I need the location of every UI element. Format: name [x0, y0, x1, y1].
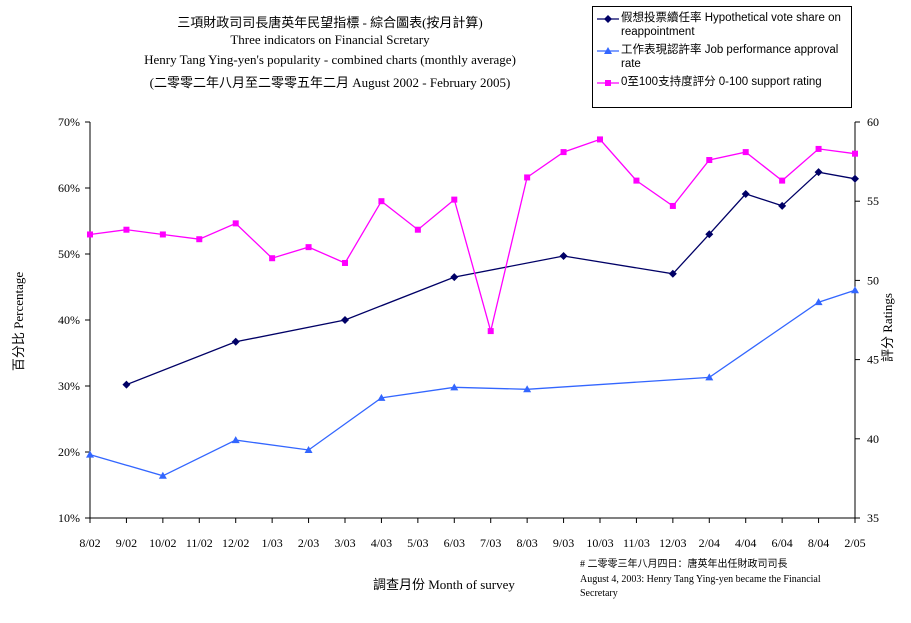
- point-triangle: [377, 393, 386, 401]
- point-square: [305, 244, 312, 251]
- point-diamond: [705, 230, 714, 239]
- chart-subtitle-3: (二零零二年八月至二零零五年二月 August 2002 - February …: [149, 75, 511, 90]
- point-triangle: [304, 446, 313, 454]
- y-axis-title-right: 評分 Ratings: [879, 293, 895, 362]
- annotation-line-2: August 4, 2003: Henry Tang Ying-yen beca…: [580, 574, 821, 585]
- point-square: [852, 150, 858, 157]
- legend-square-icon: [597, 80, 619, 86]
- x-tick-label: 9/02: [116, 536, 137, 550]
- point-diamond: [341, 316, 349, 324]
- y-right-tick-label: 40: [867, 432, 879, 446]
- point-diamond: [231, 337, 240, 346]
- x-tick-label: 2/04: [699, 536, 720, 550]
- point-square: [123, 226, 130, 233]
- y-right-tick-label: 45: [867, 353, 879, 367]
- x-axis-title: 調查月份 Month of survey: [373, 577, 515, 592]
- y-left-tick-label: 20%: [58, 445, 80, 459]
- legend-label-vote: 假想投票續任率 Hypothetical vote share on reapp…: [621, 12, 841, 38]
- x-tick-label: 1/03: [261, 536, 282, 550]
- y-left-tick-label: 30%: [58, 379, 80, 393]
- point-diamond: [450, 273, 459, 282]
- legend-triangle-icon: [597, 47, 619, 54]
- series-line-square: [89, 138, 856, 332]
- chart-subtitle-2: Henry Tang Ying-yen's popularity - combi…: [144, 52, 516, 67]
- point-diamond: [741, 189, 750, 198]
- y-left-tick-label: 70%: [58, 115, 80, 129]
- x-tick-label: 11/03: [623, 536, 650, 550]
- y-left-tick-label: 60%: [58, 181, 80, 195]
- y-right-tick-label: 35: [867, 511, 879, 525]
- point-square: [196, 236, 203, 243]
- point-square: [524, 174, 531, 181]
- x-tick-label: 3/03: [334, 536, 355, 550]
- point-square: [815, 145, 822, 152]
- point-square: [633, 177, 640, 184]
- point-square: [159, 231, 166, 238]
- point-triangle: [231, 436, 240, 444]
- point-diamond: [778, 201, 787, 210]
- point-triangle: [705, 373, 714, 381]
- y-left-tick-label: 40%: [58, 313, 80, 327]
- x-tick-label: 10/03: [586, 536, 613, 550]
- point-square: [232, 220, 239, 227]
- point-triangle: [523, 385, 532, 393]
- annotation-line-1: # 二零零三年八月四日：唐英年出任財政司司長: [580, 559, 788, 570]
- point-square: [451, 196, 458, 203]
- annotation-line-3: Secretary: [580, 588, 618, 599]
- point-diamond: [668, 269, 677, 278]
- x-tick-label: 8/04: [808, 536, 829, 550]
- x-tick-label: 2/05: [844, 536, 865, 550]
- x-tick-label: 6/03: [444, 536, 465, 550]
- point-triangle: [86, 450, 94, 458]
- x-tick-label: 12/03: [659, 536, 686, 550]
- point-triangle: [450, 383, 459, 391]
- y-right-tick-label: 50: [867, 273, 879, 287]
- x-tick-label: 4/03: [371, 536, 392, 550]
- x-tick-label: 9/03: [553, 536, 574, 550]
- series-line-triangle: [89, 289, 856, 477]
- point-triangle: [158, 471, 167, 479]
- x-tick-label: 7/03: [480, 536, 501, 550]
- legend-diamond-icon: [597, 15, 619, 23]
- chart-subtitle-1: Three indicators on Financial Scretary: [230, 32, 430, 47]
- y-left-tick-label: 10%: [58, 511, 80, 525]
- point-square: [414, 226, 421, 233]
- point-diamond: [851, 174, 859, 183]
- point-square: [269, 255, 276, 262]
- x-tick-label: 8/03: [516, 536, 537, 550]
- point-square: [669, 202, 676, 209]
- x-tick-label: 12/02: [222, 536, 249, 550]
- point-square: [87, 231, 93, 238]
- legend-label-approval: 工作表現認許率 Job performance approval rate: [621, 44, 839, 70]
- chart-legend: 假想投票續任率 Hypothetical vote share on reapp…: [592, 6, 852, 108]
- y-axis-title-left: 百分比 Percentage: [11, 271, 27, 372]
- point-square: [597, 136, 603, 143]
- x-tick-label: 8/02: [79, 536, 100, 550]
- legend-label-rating: 0至100支持度評分 0-100 support rating: [621, 76, 822, 88]
- x-tick-label: 5/03: [407, 536, 428, 550]
- point-triangle: [851, 286, 859, 294]
- point-triangle: [814, 298, 823, 306]
- x-tick-label: 6/04: [771, 536, 792, 550]
- point-square: [342, 259, 348, 266]
- point-square: [487, 328, 494, 335]
- y-right-tick-label: 55: [867, 194, 879, 208]
- y-right-tick-label: 60: [867, 115, 879, 129]
- point-square: [706, 157, 713, 164]
- point-diamond: [814, 168, 823, 177]
- y-left-tick-label: 50%: [58, 247, 80, 261]
- x-tick-label: 11/02: [186, 536, 213, 550]
- point-square: [378, 198, 385, 205]
- x-tick-label: 2/03: [298, 536, 319, 550]
- point-square: [742, 149, 749, 156]
- point-square: [779, 177, 786, 184]
- point-diamond: [122, 380, 131, 389]
- point-square: [560, 149, 567, 156]
- x-tick-label: 10/02: [149, 536, 176, 550]
- chart-title: 三項財政司司長唐英年民望指標 - 綜合圖表(按月計算): [177, 15, 483, 30]
- point-diamond: [559, 251, 568, 260]
- x-tick-label: 4/04: [735, 536, 756, 550]
